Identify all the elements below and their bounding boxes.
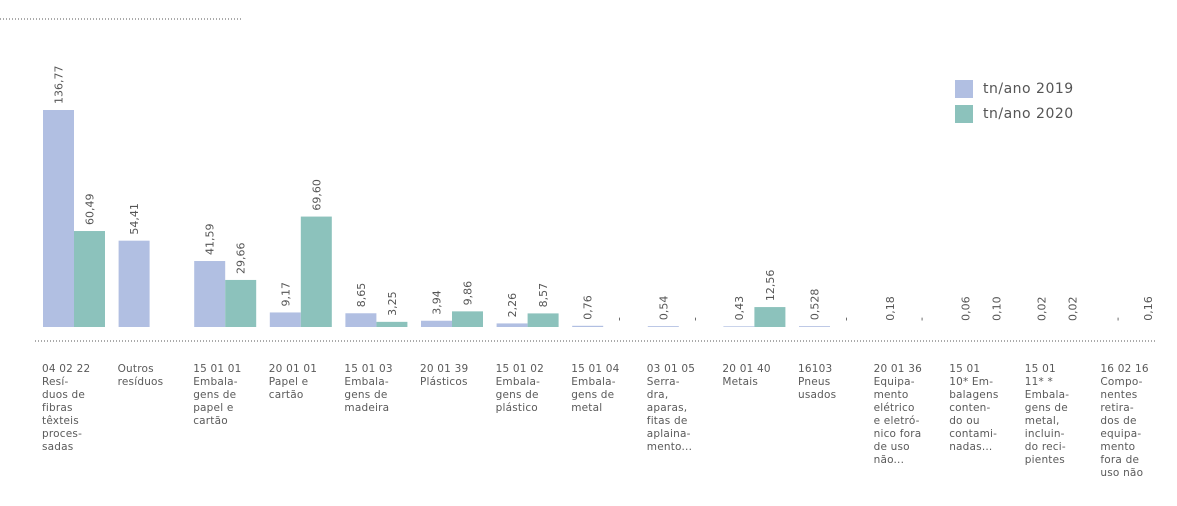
category-label: 15 01 11* * Embala- gens de metal, inclu… <box>1024 363 1070 466</box>
data-label-2019: 41,59 <box>204 224 217 256</box>
data-label-2020: - <box>613 317 626 321</box>
category-label: 15 01 04 Embala- gens de metal <box>571 363 620 414</box>
data-label-2019: 9,17 <box>279 282 292 307</box>
data-label-2019: 3,94 <box>431 290 444 315</box>
category-label: 15 01 10* Em- balagens conten- do ou con… <box>949 363 999 453</box>
legend-swatch-2020 <box>955 105 973 123</box>
legend-label-2020: tn/ano 2020 <box>983 106 1074 122</box>
bar-2020 <box>452 311 483 327</box>
legend-label-2019: tn/ano 2019 <box>983 81 1074 97</box>
data-label-2020: - <box>688 317 701 321</box>
bar-2020 <box>754 307 786 327</box>
legend-item-2019: tn/ano 2019 <box>955 78 1074 100</box>
legend-swatch-2019 <box>955 80 973 98</box>
data-label-2019: 0,02 <box>1035 296 1048 321</box>
data-label-2020: - <box>915 317 928 321</box>
data-label-2019: 0,528 <box>809 289 822 321</box>
bar-2019 <box>723 326 755 327</box>
category-label: 16103 Pneus usados <box>798 363 837 401</box>
data-label-2019: 0,54 <box>657 296 670 321</box>
data-label-2020: 0,10 <box>991 296 1004 321</box>
category-label: 15 01 02 Embala- gens de plástico <box>495 363 544 414</box>
bar-2020 <box>225 279 257 327</box>
data-label-2020: 60,49 <box>84 194 97 226</box>
data-label-2020: - <box>840 317 853 321</box>
bar-2019 <box>118 240 150 327</box>
data-label-2020: 69,60 <box>310 179 323 211</box>
data-label-2020: 0,02 <box>1066 296 1079 321</box>
legend: tn/ano 2019 tn/ano 2020 <box>955 78 1074 128</box>
category-label: 20 01 01 Papel e cartão <box>268 363 318 401</box>
bar-2019 <box>799 326 830 327</box>
data-label-2020: 0,16 <box>1142 296 1155 321</box>
bar-2020 <box>376 321 408 327</box>
bar-2019 <box>43 110 74 327</box>
bar-2020 <box>300 216 332 327</box>
data-label-2019: 8,65 <box>355 283 368 308</box>
bar-2019 <box>496 323 528 327</box>
category-label: 20 01 39 Plásticos <box>420 363 469 388</box>
data-label-2019: 0,43 <box>733 296 746 321</box>
data-label-2020: 8,57 <box>537 283 550 308</box>
category-label: 15 01 03 Embala- gens de madeira <box>344 363 393 414</box>
bar-2019 <box>647 326 679 327</box>
data-label-2019: 0,76 <box>582 295 595 320</box>
category-label: 03 01 05 Serra- dra, aparas, fitas de ap… <box>646 363 696 453</box>
data-label-2020: 3,25 <box>386 291 399 316</box>
legend-item-2020: tn/ano 2020 <box>955 103 1074 125</box>
data-label-2019: 54,41 <box>128 203 141 235</box>
category-label: Outros resíduos <box>117 363 164 388</box>
data-label-2019: 136,77 <box>53 66 66 105</box>
bar-2019 <box>572 325 604 327</box>
bar-2019 <box>345 313 377 327</box>
category-label: 20 01 36 Equipa- mento elétrico e eletró… <box>873 363 922 466</box>
category-label: 16 02 16 Compo- nentes retira- dos de eq… <box>1100 363 1149 479</box>
data-label-2019: 2,26 <box>506 293 519 318</box>
bar-2019 <box>269 312 301 327</box>
data-label-2020: 12,56 <box>764 270 777 302</box>
category-label: 04 02 22 Resí- duos de fibras têxteis pr… <box>42 363 91 453</box>
data-label-2020: 29,66 <box>235 242 248 274</box>
bar-2020 <box>527 313 559 327</box>
bar-2019 <box>194 261 226 327</box>
category-label: 20 01 40 Metais <box>722 363 771 388</box>
bar-2020 <box>74 231 105 327</box>
data-label-2019: 0,18 <box>884 296 897 321</box>
bar-2019 <box>421 320 452 327</box>
category-label: 15 01 01 Embala- gens de papel e cartão <box>193 363 242 427</box>
data-label-2019: 0,06 <box>960 296 973 321</box>
data-label-2020: 9,86 <box>462 281 475 306</box>
data-label-2019: - <box>1111 317 1124 321</box>
